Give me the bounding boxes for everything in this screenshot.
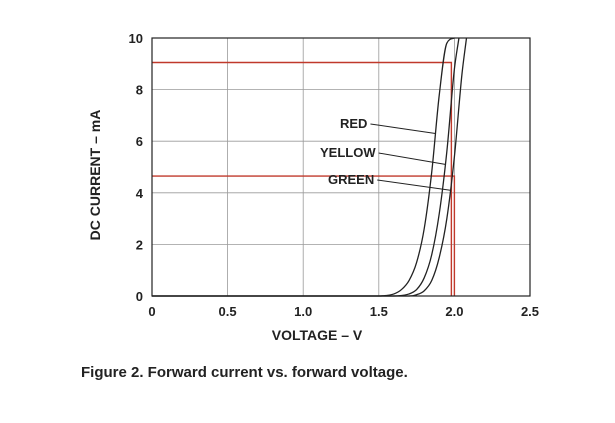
y-tick-label: 10 [129,31,143,46]
series-leader-red [370,123,436,134]
x-tick-label: 1.0 [294,304,312,319]
series-leader-yellow [378,152,446,165]
series-label-red: RED [340,116,367,131]
series-leaders: RED YELLOW GREEN [320,116,451,191]
series-label-green: GREEN [328,172,374,187]
y-tick-label: 4 [136,186,144,201]
y-tick-label: 0 [136,289,143,304]
plot-frame [151,37,531,297]
axis-ticks: 0 0.5 1.0 1.5 2.0 2.5 0 2 4 6 8 10 [129,31,540,319]
y-axis-label: DC CURRENT – mA [87,110,103,241]
y-tick-label: 6 [136,134,143,149]
x-tick-label: 0.5 [219,304,237,319]
series-line-green [152,37,468,297]
x-axis-label: VOLTAGE – V [272,327,363,343]
x-tick-label: 0 [148,304,155,319]
x-tick-label: 2.5 [521,304,539,319]
reference-line-1 [152,61,453,296]
forward-current-chart: 0 0.5 1.0 1.5 2.0 2.5 0 2 4 6 8 10 RED YELLOW GREEN V… [87,31,540,343]
figure-caption: Figure 2. Forward current vs. forward vo… [81,364,408,381]
series-leader-green [377,179,451,191]
reference-lines [152,61,456,296]
series-curves [152,37,468,297]
x-tick-label: 1.5 [370,304,388,319]
x-tick-label: 2.0 [445,304,463,319]
reference-line-2 [152,175,456,296]
y-tick-label: 8 [136,83,143,98]
chart-grid [152,38,530,296]
series-line-yellow [152,37,460,297]
series-label-yellow: YELLOW [320,145,376,160]
y-tick-label: 2 [136,237,143,252]
